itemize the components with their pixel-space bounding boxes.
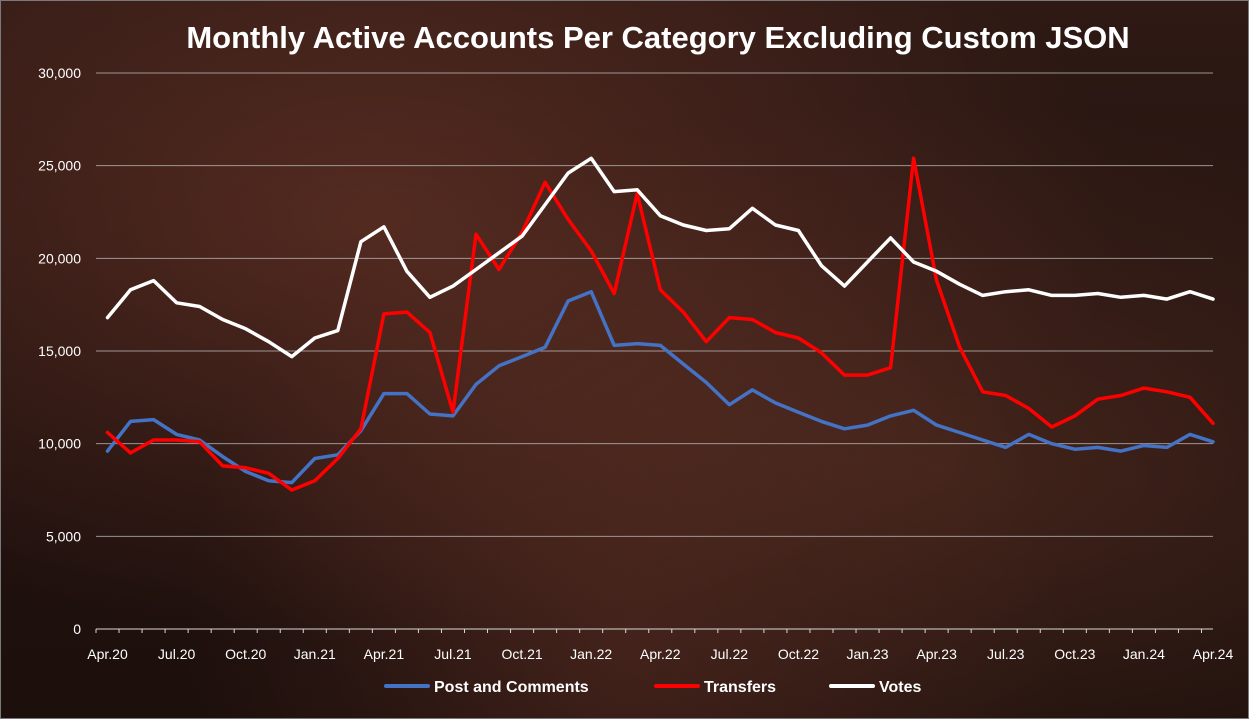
x-tick-label: Apr.24 bbox=[1193, 646, 1234, 662]
x-tick-label: Jul.22 bbox=[711, 646, 749, 662]
legend-label-transfers: Transfers bbox=[704, 679, 776, 696]
y-tick-label: 0 bbox=[73, 621, 81, 637]
x-tick-label: Oct.20 bbox=[225, 646, 266, 662]
x-tick-label: Jan.22 bbox=[570, 646, 612, 662]
x-tick-label: Apr.23 bbox=[916, 646, 957, 662]
series-line-post-and-comments bbox=[105, 289, 1215, 485]
x-tick-label: Oct.22 bbox=[778, 646, 819, 662]
y-axis: 0 5,000 10,000 15,000 20,000 25,000 30,000 bbox=[38, 65, 81, 637]
y-tick-label: 25,000 bbox=[38, 158, 81, 174]
x-tick-label: Jan.21 bbox=[294, 646, 336, 662]
legend-label-votes: Votes bbox=[879, 679, 921, 696]
x-tick-label: Apr.20 bbox=[87, 646, 128, 662]
x-tick-label: Jan.24 bbox=[1123, 646, 1165, 662]
x-tick-label: Apr.22 bbox=[640, 646, 681, 662]
y-tick-label: 15,000 bbox=[38, 343, 81, 359]
legend: Post and Comments Transfers Votes bbox=[384, 679, 921, 696]
y-tick-label: 30,000 bbox=[38, 65, 81, 81]
series-line-votes bbox=[105, 156, 1215, 359]
gridlines bbox=[96, 72, 1213, 537]
x-tick-label: Apr.21 bbox=[364, 646, 405, 662]
x-tick-label: Jan.23 bbox=[847, 646, 889, 662]
x-tick-label: Jul.20 bbox=[158, 646, 196, 662]
chart-title: Monthly Active Accounts Per Category Exc… bbox=[186, 20, 1129, 55]
x-tick-label: Jul.21 bbox=[434, 646, 472, 662]
x-tick-label: Jul.23 bbox=[987, 646, 1025, 662]
series-lines bbox=[105, 156, 1215, 492]
y-tick-label: 5,000 bbox=[46, 528, 81, 544]
y-tick-label: 10,000 bbox=[38, 436, 81, 452]
x-tick-label: Oct.21 bbox=[501, 646, 542, 662]
x-tick-label: Oct.23 bbox=[1054, 646, 1095, 662]
y-tick-label: 20,000 bbox=[38, 250, 81, 266]
legend-label-post-and-comments: Post and Comments bbox=[434, 679, 589, 696]
x-axis: Apr.20 Jul.20 Oct.20 Jan.21 Apr.21 Jul.21 Oct.… bbox=[87, 628, 1234, 662]
series-line-transfers bbox=[105, 156, 1215, 492]
